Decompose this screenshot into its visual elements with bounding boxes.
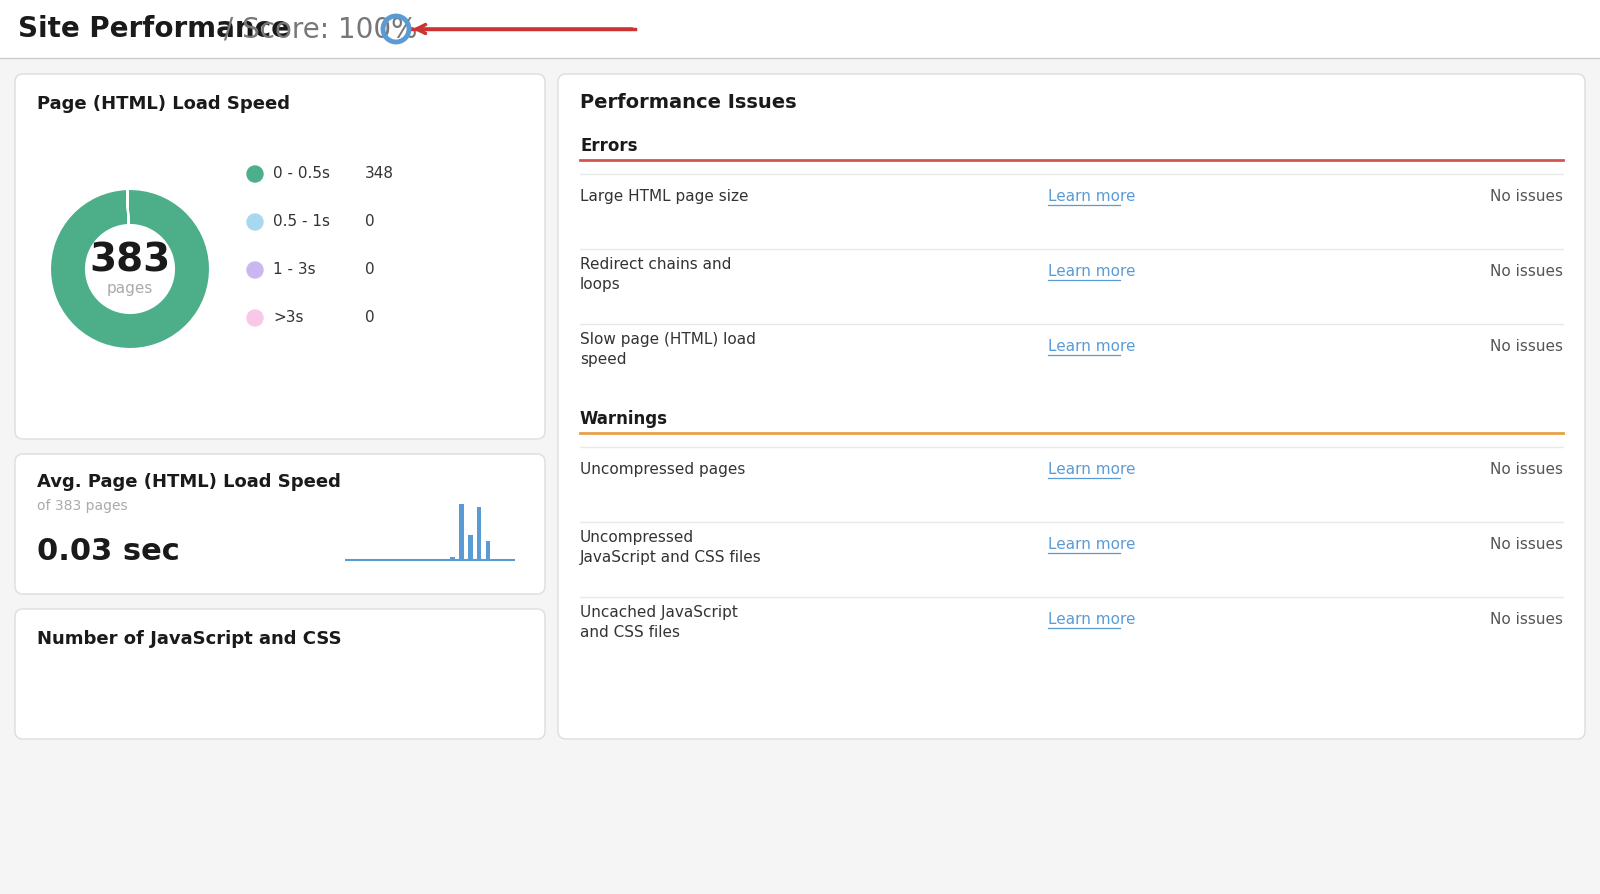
- Wedge shape: [50, 189, 210, 349]
- Text: of 383 pages: of 383 pages: [37, 499, 128, 513]
- Text: / Score: 100%: / Score: 100%: [214, 15, 418, 43]
- FancyBboxPatch shape: [14, 454, 546, 594]
- Text: Redirect chains and: Redirect chains and: [579, 257, 731, 272]
- Text: 0: 0: [365, 215, 374, 230]
- Text: Learn more: Learn more: [1048, 189, 1136, 204]
- Circle shape: [246, 214, 262, 230]
- Text: speed: speed: [579, 352, 627, 367]
- Text: >3s: >3s: [274, 310, 304, 325]
- Text: 0.5 - 1s: 0.5 - 1s: [274, 215, 330, 230]
- Text: and CSS files: and CSS files: [579, 625, 680, 640]
- Text: 0.03 sec: 0.03 sec: [37, 537, 179, 567]
- Text: 348: 348: [365, 166, 394, 181]
- Text: No issues: No issues: [1490, 264, 1563, 279]
- Text: Uncached JavaScript: Uncached JavaScript: [579, 605, 738, 620]
- Circle shape: [246, 262, 262, 278]
- Text: No issues: No issues: [1490, 537, 1563, 552]
- Text: 0: 0: [365, 310, 374, 325]
- Text: 1 - 3s: 1 - 3s: [274, 263, 315, 277]
- Text: No issues: No issues: [1490, 189, 1563, 204]
- Text: Number of JavaScript and CSS: Number of JavaScript and CSS: [37, 630, 342, 648]
- Text: Learn more: Learn more: [1048, 537, 1136, 552]
- Text: Large HTML page size: Large HTML page size: [579, 189, 749, 204]
- Circle shape: [246, 310, 262, 326]
- Bar: [486, 541, 490, 560]
- Text: 383: 383: [90, 242, 171, 280]
- Text: No issues: No issues: [1490, 462, 1563, 477]
- FancyBboxPatch shape: [0, 0, 1600, 58]
- Text: No issues: No issues: [1490, 612, 1563, 627]
- FancyBboxPatch shape: [558, 74, 1586, 739]
- Text: Uncompressed: Uncompressed: [579, 530, 694, 545]
- Text: Site Performance: Site Performance: [18, 15, 290, 43]
- Bar: [477, 507, 482, 560]
- Text: JavaScript and CSS files: JavaScript and CSS files: [579, 550, 762, 565]
- Bar: [450, 557, 454, 560]
- FancyBboxPatch shape: [14, 609, 546, 739]
- Text: Learn more: Learn more: [1048, 264, 1136, 279]
- FancyBboxPatch shape: [14, 74, 546, 439]
- Bar: [469, 535, 472, 560]
- Bar: [459, 503, 464, 560]
- Text: Learn more: Learn more: [1048, 612, 1136, 627]
- Text: No issues: No issues: [1490, 339, 1563, 354]
- Circle shape: [246, 166, 262, 182]
- Text: pages: pages: [107, 282, 154, 297]
- Text: Slow page (HTML) load: Slow page (HTML) load: [579, 332, 755, 347]
- Text: Page (HTML) Load Speed: Page (HTML) Load Speed: [37, 95, 290, 113]
- Text: loops: loops: [579, 277, 621, 292]
- Text: Learn more: Learn more: [1048, 462, 1136, 477]
- Text: Errors: Errors: [579, 137, 637, 155]
- Text: Learn more: Learn more: [1048, 339, 1136, 354]
- Text: 0 - 0.5s: 0 - 0.5s: [274, 166, 330, 181]
- Text: 0: 0: [365, 263, 374, 277]
- Text: Avg. Page (HTML) Load Speed: Avg. Page (HTML) Load Speed: [37, 473, 341, 491]
- Text: Warnings: Warnings: [579, 410, 669, 428]
- Text: Uncompressed pages: Uncompressed pages: [579, 462, 746, 477]
- Text: Performance Issues: Performance Issues: [579, 92, 797, 112]
